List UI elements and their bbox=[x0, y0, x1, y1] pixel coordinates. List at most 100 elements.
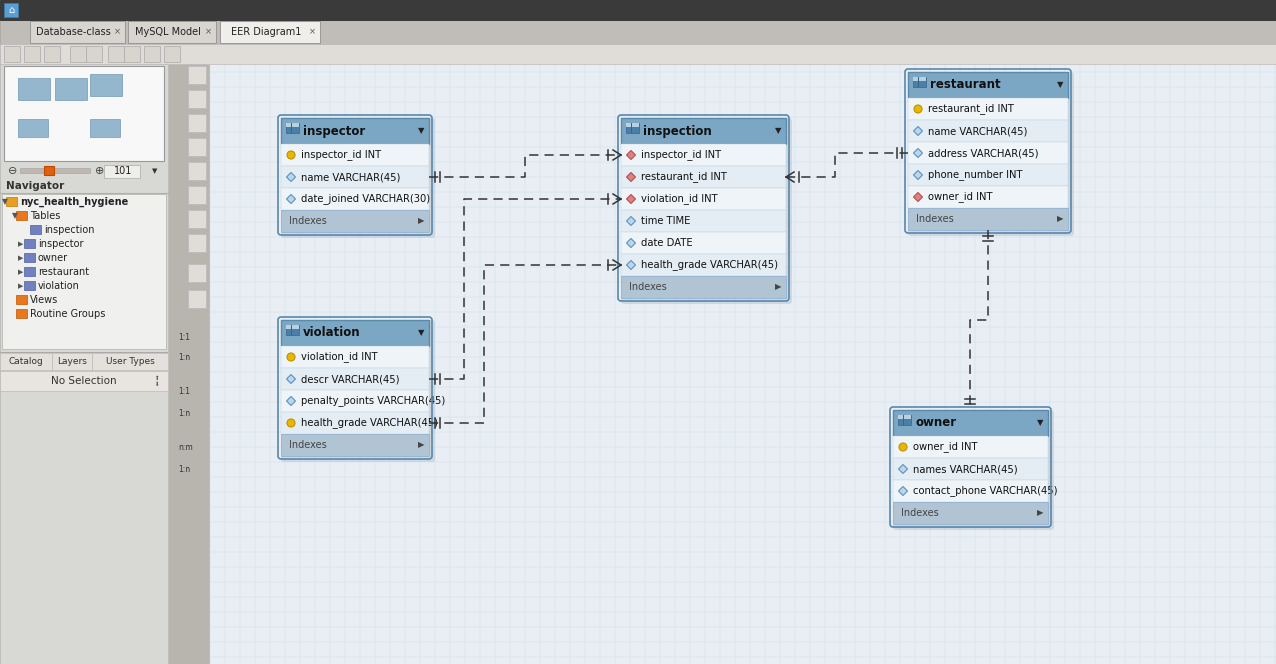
Bar bbox=[91, 74, 122, 96]
Bar bbox=[188, 162, 205, 180]
Bar bbox=[281, 434, 429, 456]
Text: restaurant: restaurant bbox=[930, 78, 1000, 92]
FancyBboxPatch shape bbox=[621, 118, 792, 304]
Text: Indexes: Indexes bbox=[288, 216, 327, 226]
Text: Indexes: Indexes bbox=[916, 214, 953, 224]
Polygon shape bbox=[627, 238, 635, 248]
Bar bbox=[286, 123, 299, 133]
Bar bbox=[4, 3, 18, 17]
Text: ⊖: ⊖ bbox=[8, 166, 18, 176]
Bar bbox=[286, 325, 299, 335]
Bar bbox=[188, 114, 205, 132]
Bar bbox=[0, 352, 168, 353]
Bar bbox=[909, 186, 1068, 208]
Bar bbox=[92, 353, 168, 370]
Text: violation_id INT: violation_id INT bbox=[641, 193, 717, 205]
Bar bbox=[621, 210, 786, 232]
Bar bbox=[898, 415, 911, 425]
Circle shape bbox=[900, 443, 907, 451]
Text: Views: Views bbox=[31, 295, 59, 305]
FancyBboxPatch shape bbox=[893, 410, 1054, 530]
Text: 1:n: 1:n bbox=[177, 408, 190, 418]
Text: Database-class: Database-class bbox=[36, 27, 111, 37]
FancyBboxPatch shape bbox=[281, 320, 435, 462]
Text: ▼: ▼ bbox=[1057, 80, 1063, 90]
Polygon shape bbox=[287, 396, 296, 406]
Polygon shape bbox=[914, 127, 923, 135]
Circle shape bbox=[287, 151, 295, 159]
Bar bbox=[281, 166, 429, 188]
Text: Navigator: Navigator bbox=[6, 181, 64, 191]
Bar bbox=[621, 232, 786, 254]
Bar bbox=[627, 123, 639, 127]
Polygon shape bbox=[898, 465, 907, 473]
Bar bbox=[17, 295, 27, 304]
Bar bbox=[24, 253, 34, 262]
Bar bbox=[24, 239, 34, 248]
Bar bbox=[188, 234, 205, 252]
Text: contact_phone VARCHAR(45): contact_phone VARCHAR(45) bbox=[914, 485, 1058, 497]
Text: nyc_health_hygiene: nyc_health_hygiene bbox=[20, 197, 129, 207]
Text: name VARCHAR(45): name VARCHAR(45) bbox=[928, 126, 1027, 136]
Polygon shape bbox=[898, 487, 907, 495]
Text: ▼: ▼ bbox=[417, 329, 424, 337]
Text: phone_number INT: phone_number INT bbox=[928, 169, 1022, 181]
Text: ▶: ▶ bbox=[18, 241, 23, 247]
Polygon shape bbox=[627, 260, 635, 270]
Bar bbox=[55, 78, 87, 100]
Bar bbox=[281, 346, 429, 368]
Text: ▼: ▼ bbox=[3, 197, 8, 207]
Text: ▼: ▼ bbox=[417, 127, 424, 135]
Text: Layers: Layers bbox=[57, 357, 87, 365]
Text: descr VARCHAR(45): descr VARCHAR(45) bbox=[301, 374, 399, 384]
Text: ▶: ▶ bbox=[1057, 214, 1063, 224]
Bar bbox=[914, 77, 926, 87]
Bar bbox=[893, 410, 1048, 436]
Bar bbox=[3, 194, 166, 349]
Text: restaurant: restaurant bbox=[38, 267, 89, 277]
Text: ▶: ▶ bbox=[1036, 509, 1044, 517]
Text: MySQL Model: MySQL Model bbox=[135, 27, 200, 37]
Text: EER Diagram1: EER Diagram1 bbox=[231, 27, 301, 37]
Bar bbox=[4, 66, 165, 161]
Text: Routine Groups: Routine Groups bbox=[31, 309, 106, 319]
Text: name VARCHAR(45): name VARCHAR(45) bbox=[301, 172, 401, 182]
Text: address VARCHAR(45): address VARCHAR(45) bbox=[928, 148, 1039, 158]
Text: ▶: ▶ bbox=[417, 216, 424, 226]
Text: 1:n: 1:n bbox=[177, 353, 190, 363]
Text: ▶: ▶ bbox=[18, 255, 23, 261]
Polygon shape bbox=[627, 151, 635, 159]
Text: Indexes: Indexes bbox=[288, 440, 327, 450]
Text: violation: violation bbox=[38, 281, 80, 291]
Circle shape bbox=[287, 353, 295, 361]
Bar bbox=[211, 57, 1276, 664]
Text: ⬆
⬇: ⬆ ⬇ bbox=[153, 376, 158, 386]
Bar bbox=[188, 264, 205, 282]
Bar bbox=[909, 208, 1068, 230]
Text: No Selection: No Selection bbox=[51, 376, 117, 386]
Bar bbox=[20, 168, 91, 173]
Bar bbox=[909, 164, 1068, 186]
Text: ▼: ▼ bbox=[1036, 418, 1044, 428]
Bar bbox=[621, 188, 786, 210]
Text: owner_id INT: owner_id INT bbox=[914, 442, 977, 452]
Bar bbox=[621, 276, 786, 298]
Bar bbox=[0, 20, 1276, 44]
Bar bbox=[0, 44, 1276, 64]
Bar bbox=[70, 46, 85, 62]
Text: ⊕: ⊕ bbox=[94, 166, 105, 176]
Text: ▶: ▶ bbox=[18, 269, 23, 275]
Text: Indexes: Indexes bbox=[629, 282, 667, 292]
Bar bbox=[18, 78, 50, 100]
Text: ⌂: ⌂ bbox=[8, 5, 14, 15]
Bar bbox=[24, 267, 34, 276]
Text: User Types: User Types bbox=[106, 357, 154, 365]
Text: ▼: ▼ bbox=[11, 212, 18, 220]
Bar bbox=[6, 197, 17, 206]
Text: owner_id INT: owner_id INT bbox=[928, 191, 993, 203]
Bar bbox=[281, 118, 429, 144]
Text: penalty_points VARCHAR(45): penalty_points VARCHAR(45) bbox=[301, 396, 445, 406]
Text: ×: × bbox=[204, 27, 212, 37]
Bar bbox=[188, 210, 205, 228]
Polygon shape bbox=[287, 173, 296, 181]
